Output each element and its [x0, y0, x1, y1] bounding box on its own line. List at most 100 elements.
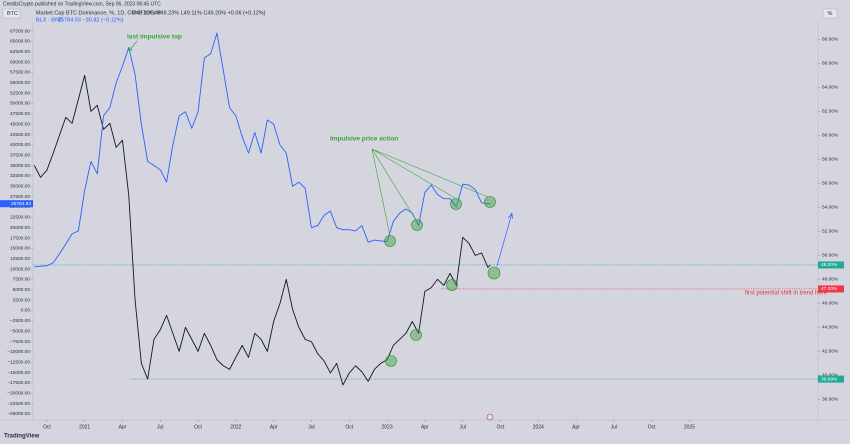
- event-marker[interactable]: [486, 413, 494, 421]
- y-tick-label: 12500.00: [10, 256, 30, 262]
- y2-tick-label: 66.00%: [822, 61, 839, 67]
- publisher-line: CreditsCrypto published on TradingView.c…: [3, 1, 161, 7]
- last-value-label: 25784.93: [11, 201, 31, 207]
- y-tick-label: 15000.00: [10, 246, 30, 252]
- y2-tick-label: 58.00%: [822, 157, 839, 163]
- y-tick-label: 7500.00: [13, 277, 31, 283]
- x-tick-label: Oct: [194, 424, 202, 430]
- highlight-circle: [450, 198, 462, 210]
- y-tick-label: 27500.00: [10, 194, 30, 200]
- price-label-box: [818, 285, 844, 293]
- y-tick-label: 67500.00: [10, 28, 30, 34]
- scale-button-label[interactable]: %: [828, 11, 833, 17]
- y-tick-label: 40000.00: [10, 142, 30, 148]
- y2-tick-label: 64.00%: [822, 85, 839, 91]
- y-tick-label: 22500.00: [10, 215, 30, 221]
- highlight-circle: [384, 235, 396, 247]
- y2-tick-label: 52.00%: [822, 229, 839, 235]
- last-value-box: [0, 200, 33, 208]
- y-tick-label: −20000.00: [7, 391, 30, 397]
- y2-tick-label: 68.00%: [822, 37, 839, 43]
- y-tick-label: 45000.00: [10, 121, 30, 127]
- y-tick-label: 0.00: [21, 308, 31, 314]
- y2-tick-label: 62.00%: [822, 109, 839, 115]
- x-tick-label: Apr: [421, 424, 429, 430]
- y-tick-label: 17500.00: [10, 235, 30, 241]
- y-tick-label: 35000.00: [10, 163, 30, 169]
- y-tick-label: −22500.00: [7, 401, 30, 407]
- annotation-arrow: [128, 40, 138, 52]
- y-tick-label: 55000.00: [10, 80, 30, 86]
- x-tick-label: 2023: [382, 424, 393, 430]
- annotation-pointers: [371, 148, 489, 237]
- y-tick-label: 30000.00: [10, 184, 30, 190]
- y2-tick-label: 46.00%: [822, 301, 839, 307]
- y-tick-label: 20000.00: [10, 225, 30, 231]
- highlight-circle: [385, 355, 397, 367]
- y-tick-label: −10000.00: [7, 349, 30, 355]
- x-tick-label: 2025: [684, 424, 695, 430]
- y2-tick-label: 56.00%: [822, 181, 839, 187]
- plot: [33, 32, 818, 386]
- series-line: [34, 32, 491, 268]
- x-tick-label: Apr: [270, 424, 278, 430]
- y-tick-label: −7500.00: [10, 339, 30, 345]
- x-tick-label: 2021: [79, 424, 90, 430]
- y-tick-label: 37500.00: [10, 152, 30, 158]
- legend-entry: BLX · BNC: [36, 17, 63, 23]
- y-tick-label: −12500.00: [7, 359, 30, 365]
- highlight-circle: [410, 329, 422, 341]
- y-tick-label: 60000.00: [10, 59, 30, 65]
- annotation: first potential shift in trend here: [745, 291, 828, 297]
- y-tick-label: 2500.00: [13, 297, 31, 303]
- x-tick-label: Jul: [308, 424, 314, 430]
- highlight-circle: [446, 279, 458, 291]
- symbol-box[interactable]: [2, 8, 21, 19]
- x-tick-label: 2022: [230, 424, 241, 430]
- x-tick-label: Oct: [345, 424, 353, 430]
- y2-tick-label: 54.00%: [822, 205, 839, 211]
- y2-tick-label: 50.00%: [822, 253, 839, 259]
- legend: Market Cap BTC Dominance, %, 1D, CRYPTOC…: [36, 10, 266, 23]
- y-tick-label: 32500.00: [10, 173, 30, 179]
- y2-tick-label: 38.00%: [822, 397, 839, 403]
- x-tick-label: Apr: [572, 424, 580, 430]
- highlight-circle: [487, 266, 501, 280]
- x-tick-label: Jul: [611, 424, 617, 430]
- price-label-box: [818, 375, 844, 383]
- highlight-circle: [484, 196, 496, 208]
- x-tick-label: Apr: [119, 424, 127, 430]
- symbol[interactable]: BTC: [7, 11, 18, 17]
- annotation: Impulsive price action: [330, 136, 398, 143]
- highlight-circles: [384, 196, 501, 367]
- y2-tick-label: 44.00%: [822, 325, 839, 331]
- brand: TradingView: [4, 434, 40, 440]
- x-tick-label: Oct: [648, 424, 656, 430]
- legend-entry: Market Cap BTC Dominance, %, 1D, CRYPTOC…: [36, 10, 162, 16]
- y-tick-label: 62500.00: [10, 49, 30, 55]
- y-tick-label: 47500.00: [10, 111, 30, 117]
- y-tick-label: 5000.00: [13, 287, 31, 293]
- x-tick-label: 2024: [533, 424, 544, 430]
- y-tick-label: 65000.00: [10, 39, 30, 45]
- price-label: 39.69%: [821, 376, 838, 382]
- price-label: 49.20%: [821, 262, 838, 268]
- y-tick-label: 42500.00: [10, 132, 30, 138]
- y-tick-label: −25000.00: [7, 411, 30, 417]
- y2-tick-label: 60.00%: [822, 133, 839, 139]
- y2-tick-label: 42.00%: [822, 349, 839, 355]
- scale-button[interactable]: [822, 8, 838, 19]
- projection-arrow: [496, 212, 513, 267]
- highlight-circle: [411, 219, 423, 231]
- x-tick-label: Jul: [459, 424, 465, 430]
- y2-tick-label: 48.00%: [822, 277, 839, 283]
- x-tick-label: Oct: [43, 424, 51, 430]
- price-label-box: [818, 261, 844, 269]
- price-label: 47.20%: [821, 286, 838, 292]
- y-tick-label: 50000.00: [10, 101, 30, 107]
- annotation: last impulsive top: [127, 34, 182, 41]
- y-tick-label: 57500.00: [10, 70, 30, 76]
